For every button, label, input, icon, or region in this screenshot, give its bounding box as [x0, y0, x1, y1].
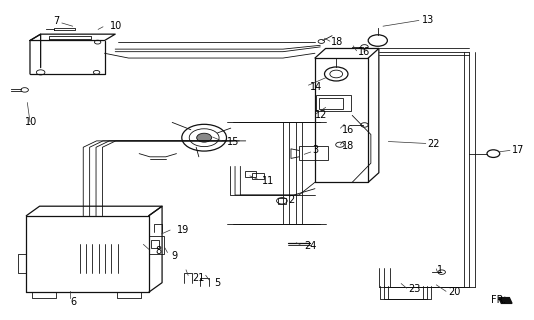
Text: 17: 17: [512, 146, 524, 156]
Text: 10: 10: [110, 21, 122, 31]
Text: 16: 16: [358, 47, 370, 57]
Text: 21: 21: [192, 273, 205, 283]
Text: 10: 10: [25, 117, 37, 127]
Polygon shape: [499, 298, 512, 303]
Text: FR.: FR.: [491, 294, 506, 305]
Bar: [252, 173, 264, 179]
Bar: [149, 236, 164, 254]
Text: 9: 9: [171, 251, 177, 260]
Text: 20: 20: [448, 287, 460, 297]
Text: 5: 5: [214, 278, 220, 288]
Bar: [245, 171, 256, 177]
Bar: [299, 146, 328, 160]
Text: 6: 6: [70, 297, 76, 307]
Bar: [319, 98, 343, 109]
Text: 14: 14: [310, 82, 322, 92]
Text: 16: 16: [342, 125, 354, 135]
Text: 8: 8: [155, 246, 161, 256]
Text: 15: 15: [227, 138, 239, 148]
Text: 24: 24: [304, 241, 317, 251]
Text: 7: 7: [53, 16, 59, 27]
Text: 22: 22: [427, 139, 439, 149]
Circle shape: [197, 133, 211, 142]
Text: 12: 12: [315, 110, 327, 120]
Text: 19: 19: [176, 225, 189, 235]
Bar: [316, 95, 351, 111]
Text: 1: 1: [437, 265, 444, 275]
Text: 2: 2: [288, 195, 295, 205]
Text: 11: 11: [262, 176, 274, 186]
Text: 18: 18: [331, 37, 343, 47]
Bar: [152, 240, 160, 248]
Text: 3: 3: [312, 146, 318, 156]
Bar: [278, 198, 286, 204]
Text: 13: 13: [421, 15, 434, 25]
Text: 23: 23: [408, 284, 420, 294]
Text: 18: 18: [342, 141, 354, 151]
